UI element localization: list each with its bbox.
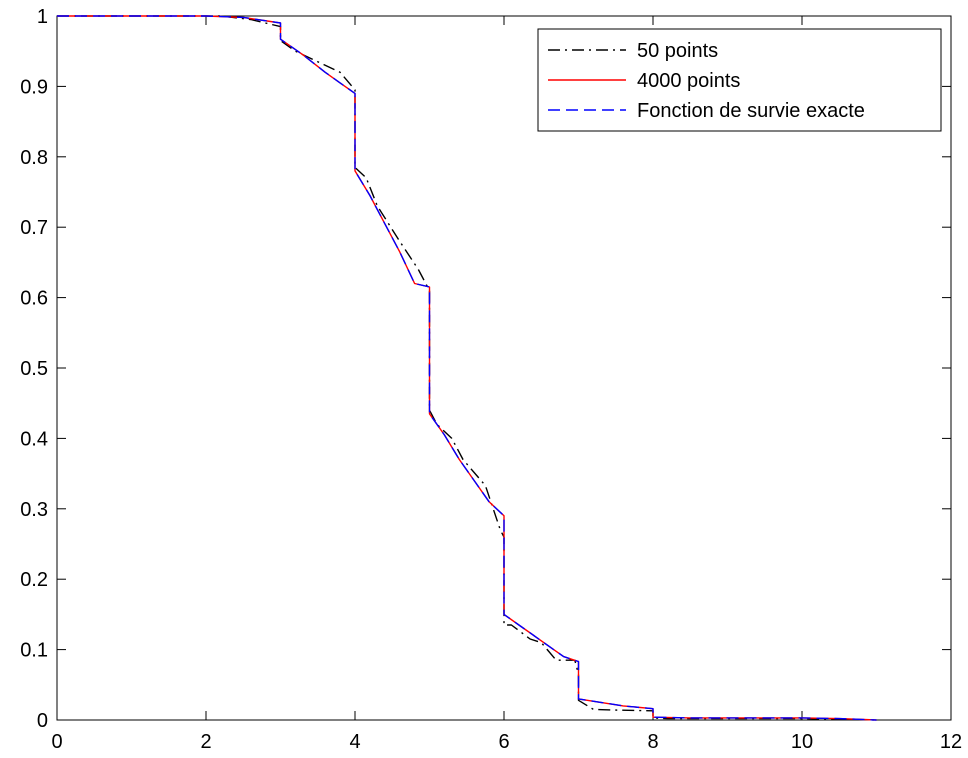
x-axis: 0 2 4 6 8 10 12 <box>51 16 962 753</box>
legend-label-1: 50 points <box>637 40 718 62</box>
legend-label-2: 4000 points <box>637 70 740 92</box>
series-line-3 <box>57 15 877 721</box>
y-tick-label: 0 <box>37 710 48 732</box>
y-tick-label: 0.8 <box>20 147 48 169</box>
x-tick-label: 12 <box>940 731 962 753</box>
y-tick-label: 0.7 <box>20 217 48 239</box>
y-tick-label: 0.2 <box>20 569 48 591</box>
y-axis: 0 0.1 0.2 0.3 0.4 0.5 0.6 0.7 0.8 0.9 1 <box>20 6 951 732</box>
series-layer <box>57 15 877 721</box>
y-tick-label: 1 <box>37 6 48 28</box>
y-tick-label: 0.6 <box>20 288 48 310</box>
legend-items: 50 points 4000 points Fonction de survie e… <box>548 40 865 122</box>
y-tick-label: 0.5 <box>20 358 48 380</box>
legend-label-3: Fonction de survie exacte <box>637 100 865 122</box>
y-tick-label: 0.1 <box>20 640 48 662</box>
x-tick-label: 6 <box>498 731 509 753</box>
legend: 50 points 4000 points Fonction de survie e… <box>537 28 942 132</box>
x-tick-label: 8 <box>647 731 658 753</box>
x-tick-label: 4 <box>349 731 360 753</box>
x-tick-label: 10 <box>791 731 813 753</box>
x-tick-label: 2 <box>200 731 211 753</box>
y-tick-label: 0.9 <box>20 76 48 98</box>
x-tick-label: 0 <box>51 731 62 753</box>
y-tick-label: 0.3 <box>20 499 48 521</box>
y-tick-label: 0.4 <box>20 428 48 450</box>
